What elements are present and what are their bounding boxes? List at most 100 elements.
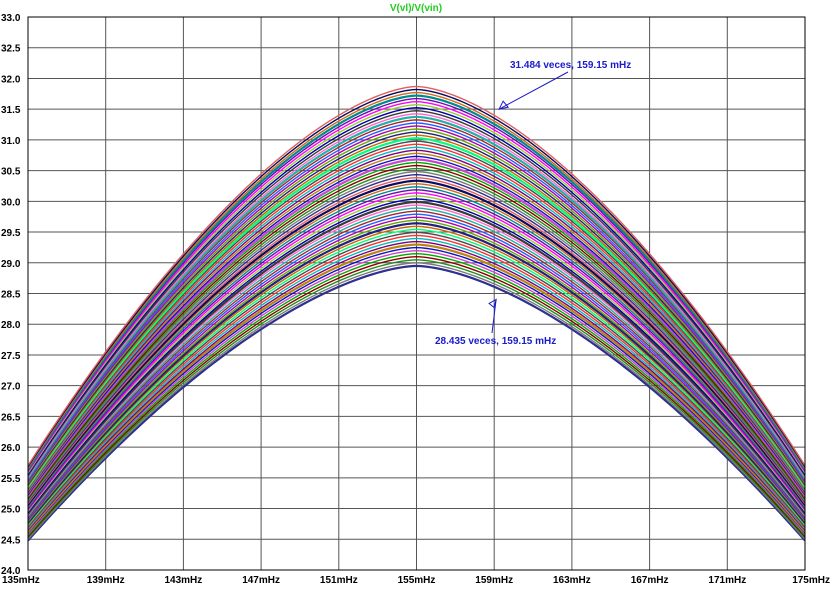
y-tick-label: 30.0 (1, 197, 21, 208)
series-line (28, 240, 805, 531)
series-line (28, 122, 805, 482)
series-line (28, 262, 805, 540)
y-tick-label: 32.0 (1, 74, 21, 85)
series-line (28, 252, 805, 536)
series-line (28, 152, 805, 494)
series-line (28, 173, 805, 503)
series-line (28, 149, 805, 493)
series-line (28, 219, 805, 522)
series-line (28, 179, 805, 506)
y-tick-label: 24.0 (1, 566, 21, 577)
series-line (28, 143, 805, 491)
series-line (28, 134, 805, 487)
x-tick-label: 139mHz (87, 575, 125, 586)
series-line (28, 170, 805, 502)
series-line (28, 113, 805, 478)
series-group (28, 85, 805, 542)
y-tick-label: 28.0 (1, 320, 21, 331)
series-line (28, 91, 805, 469)
series-line (28, 228, 805, 526)
series-line (28, 246, 805, 534)
series-line (28, 225, 805, 525)
series-line (28, 100, 805, 473)
x-tick-label: 143mHz (164, 575, 202, 586)
series-line (28, 243, 805, 533)
y-tick-label: 27.0 (1, 382, 21, 393)
series-line (28, 107, 805, 475)
series-line (28, 183, 805, 507)
series-line (28, 155, 805, 496)
annotation-arrow (498, 71, 569, 110)
series-line (28, 94, 805, 470)
series-line (28, 125, 805, 483)
y-tick-label: 25.5 (1, 474, 21, 485)
series-line (28, 176, 805, 505)
series-line (28, 161, 805, 498)
y-axis-ticks: 24.0 24.5 25.0 25.5 26.0 26.5 27.0 27.5 28.0 28.5… (1, 13, 21, 577)
grid (27, 16, 806, 571)
annotation-label: 31.484 veces, 159.15 mHz (510, 60, 631, 71)
series-line (28, 128, 805, 484)
series-line (28, 259, 805, 539)
y-tick-label: 24.5 (1, 535, 21, 546)
series-line (28, 195, 805, 512)
series-line (28, 167, 805, 501)
series-line (28, 164, 805, 499)
annotation-arrow (491, 299, 497, 334)
series-line (28, 231, 805, 527)
series-line (28, 213, 805, 520)
y-tick-label: 32.5 (1, 44, 21, 55)
series-line (28, 97, 805, 472)
chart-title: V(vl)/V(vin) (390, 3, 442, 14)
x-tick-label: 135mHz (2, 575, 40, 586)
series-line (28, 146, 805, 492)
series-line (28, 103, 805, 474)
series-line (28, 115, 805, 479)
series-line (28, 110, 805, 477)
series-line (28, 207, 805, 517)
y-tick-label: 29.5 (1, 228, 21, 239)
x-tick-label: 163mHz (553, 575, 591, 586)
x-tick-label: 167mHz (631, 575, 669, 586)
y-tick-label: 31.0 (1, 136, 21, 147)
series-line (28, 210, 805, 519)
y-tick-label: 29.0 (1, 259, 21, 270)
series-line (28, 119, 805, 480)
x-tick-label: 171mHz (708, 575, 746, 586)
series-line (28, 85, 805, 466)
x-tick-label: 151mHz (320, 575, 358, 586)
series-line (28, 140, 805, 489)
x-tick-label: 155mHz (398, 575, 436, 586)
series-line (28, 131, 805, 485)
series-line (28, 198, 805, 513)
series-line (28, 204, 805, 516)
y-tick-label: 26.0 (1, 443, 21, 454)
annotation-arrowhead (488, 298, 497, 309)
series-line (28, 189, 805, 510)
x-tick-label: 159mHz (475, 575, 513, 586)
series-line (28, 88, 805, 468)
series-line (28, 237, 805, 530)
x-axis-ticks: 135mHz 139mHz 143mHz 147mHz 151mHz 155mHz 159m… (2, 575, 830, 586)
y-tick-label: 30.5 (1, 167, 21, 178)
series-line (28, 158, 805, 497)
series-line (28, 192, 805, 511)
y-tick-label: 28.5 (1, 290, 21, 301)
y-tick-label: 33.0 (1, 13, 21, 24)
annotation-label: 28.435 veces, 159.15 mHz (435, 336, 556, 347)
series-line (28, 222, 805, 524)
y-tick-label: 25.0 (1, 505, 21, 516)
series-line (28, 216, 805, 521)
x-tick-label: 147mHz (242, 575, 280, 586)
series-line (28, 264, 805, 542)
series-line (28, 137, 805, 488)
series-line (28, 249, 805, 535)
series-line (28, 256, 805, 538)
series-line (28, 200, 805, 515)
y-tick-label: 26.5 (1, 412, 21, 423)
plot-frame (27, 16, 806, 571)
annotation-arrowhead (498, 100, 510, 110)
annotations: 31.484 veces, 159.15 mHz 28.435 veces, 15… (435, 60, 631, 347)
x-tick-label: 175mHz (792, 575, 830, 586)
